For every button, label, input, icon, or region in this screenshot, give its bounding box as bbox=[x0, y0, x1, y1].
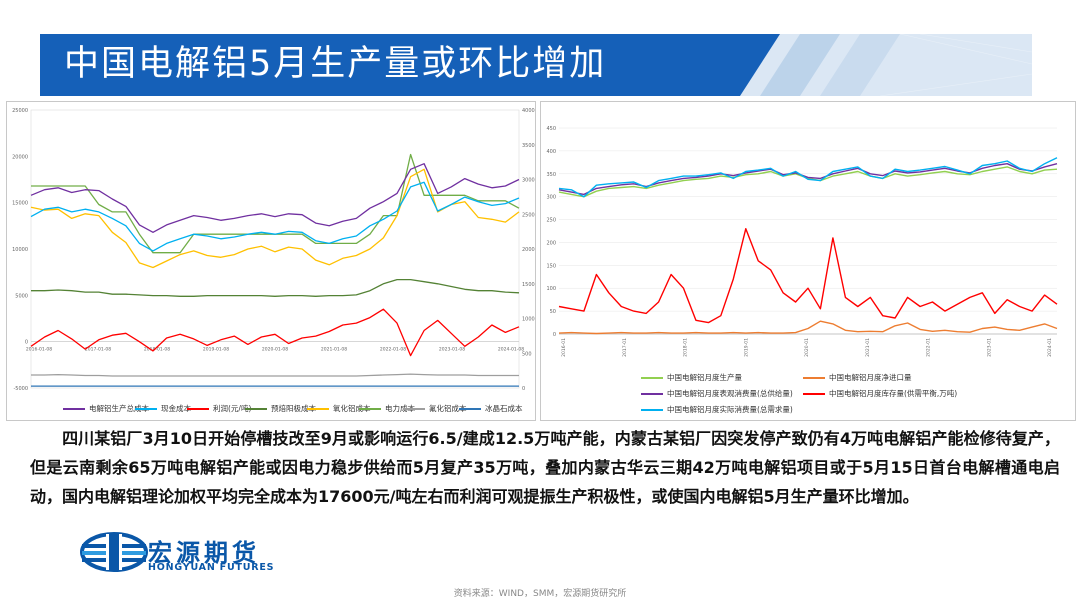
series-line bbox=[558, 157, 1058, 198]
left-axis-tick-label: 5000 bbox=[15, 293, 28, 299]
left-axis-tick-label: 10000 bbox=[12, 247, 28, 253]
y-axis-tick-label: 50 bbox=[550, 309, 556, 315]
cost-profit-chart: -5000 0 5000 10000 15000 20000 25000 0 500 1000 15… bbox=[6, 101, 536, 421]
x-axis-tick-label: 2016-01 bbox=[561, 338, 567, 357]
y-axis-tick-label: 300 bbox=[546, 195, 556, 201]
analysis-paragraph: 四川某铝厂3月10日开始停槽技改至9月或影响运行6.5/建成12.5万吨产能，内… bbox=[30, 429, 1060, 506]
legend-item-profit: 利润(元/吨) bbox=[187, 403, 251, 414]
x-axis-tick-label: 2017-01-08 bbox=[85, 347, 111, 353]
y-axis-tick-label: 350 bbox=[546, 172, 556, 178]
legend-item-alumina-cost: 氧化铝成本 bbox=[307, 403, 371, 414]
right-axis-tick-label: 0 bbox=[522, 386, 525, 392]
right-axis-tick-label: 1500 bbox=[522, 282, 535, 288]
x-axis-tick-label: 2021-01-08 bbox=[321, 347, 347, 353]
right-axis-tick-label: 1000 bbox=[522, 317, 535, 323]
y-axis-tick-label: 100 bbox=[546, 286, 556, 292]
legend-item-cash-cost: 现金成本 bbox=[135, 403, 191, 414]
legend-item-cryolite-cost: 冰晶石成本 bbox=[459, 403, 523, 414]
y-axis-tick-label: 400 bbox=[546, 149, 556, 155]
x-axis-tick-label: 2024-01-08 bbox=[498, 347, 524, 353]
data-source: 资料来源：WIND，SMM，宏源期货研究所 bbox=[453, 589, 627, 599]
y-axis-tick-label: 200 bbox=[546, 240, 556, 246]
right-axis-tick-label: 4000 bbox=[522, 108, 535, 114]
legend-item-inventory: 中国电解铝月度库存量(供需平衡,万吨) bbox=[803, 388, 957, 399]
series-line bbox=[30, 308, 520, 357]
production-consumption-chart: 0 50 100 150 200 250 300 350 400 450 2016-01 2017-0… bbox=[540, 101, 1076, 421]
legend-item-apparent-consumption: 中国电解铝月度表观消费量(总供给量) bbox=[641, 388, 793, 399]
series-line bbox=[558, 166, 1058, 198]
series-line bbox=[30, 181, 520, 252]
cost-profit-plot: -5000 0 5000 10000 15000 20000 25000 0 500 1000 15… bbox=[12, 108, 535, 392]
production-consumption-legend: 中国电解铝月度生产量 中国电解铝月度净进口量 中国电解铝月度表观消费量(总供给量… bbox=[541, 102, 1075, 420]
x-axis-tick-label: 2018-01 bbox=[683, 338, 689, 357]
series-line bbox=[558, 320, 1058, 335]
title-banner bbox=[40, 34, 1032, 96]
production-consumption-plot: 0 50 100 150 200 250 300 350 400 450 2016-01 2017-0… bbox=[546, 126, 1058, 357]
right-axis-tick-label: 3000 bbox=[522, 178, 535, 184]
x-axis-tick-label: 2019-01-08 bbox=[203, 347, 229, 353]
y-axis-tick-label: 250 bbox=[546, 218, 556, 224]
x-axis-tick-label: 2024-01 bbox=[1047, 338, 1053, 357]
x-axis-tick-label: 2022-01-08 bbox=[380, 347, 406, 353]
legend-item-net-import: 中国电解铝月度净进口量 bbox=[803, 372, 912, 383]
right-axis-tick-label: 3500 bbox=[522, 143, 535, 149]
legend-item-production: 中国电解铝月度生产量 bbox=[641, 372, 742, 383]
cost-profit-legend: 电解铝生产总成本 现金成本 利润(元/吨) 预焙阳极成本 氧化铝成本 电力成本 … bbox=[7, 102, 535, 420]
logo-chinese-name: 宏源期货 bbox=[148, 539, 260, 567]
x-axis-tick-label: 2020-01 bbox=[804, 338, 810, 357]
x-axis-tick-label: 2020-01-08 bbox=[262, 347, 288, 353]
x-axis-tick-label: 2019-01 bbox=[743, 338, 749, 357]
series-line bbox=[31, 373, 519, 377]
x-axis-tick-label: 2017-01 bbox=[622, 338, 628, 357]
x-axis-tick-label: 2018-01-08 bbox=[144, 347, 170, 353]
left-axis-tick-label: -5000 bbox=[13, 386, 28, 392]
legend-item-actual-consumption: 中国电解铝月度实际消费量(总需求量) bbox=[641, 404, 793, 415]
y-axis-tick-label: 150 bbox=[546, 263, 556, 269]
right-axis-tick-label: 2000 bbox=[522, 247, 535, 253]
left-axis-tick-label: 25000 bbox=[12, 108, 28, 114]
logo-english-name: HONGYUAN FUTURES bbox=[148, 562, 275, 573]
page-title: 中国电解铝5月生产量或环比增加 bbox=[64, 44, 607, 84]
y-axis-tick-label: 450 bbox=[546, 126, 556, 132]
left-axis-tick-label: 15000 bbox=[12, 201, 28, 207]
legend-item-total-cost: 电解铝生产总成本 bbox=[63, 403, 149, 414]
legend-item-anode-cost: 预焙阳极成本 bbox=[245, 403, 316, 414]
y-axis-tick-label: 0 bbox=[553, 332, 556, 338]
x-axis-tick-label: 2023-01 bbox=[986, 338, 992, 357]
legend-item-power-cost: 电力成本 bbox=[359, 403, 415, 414]
x-axis-tick-label: 2022-01 bbox=[926, 338, 932, 357]
right-axis-tick-label: 500 bbox=[522, 351, 532, 357]
left-axis-tick-label: 20000 bbox=[12, 154, 28, 160]
series-line bbox=[30, 168, 520, 269]
series-line bbox=[558, 227, 1058, 324]
legend-item-aluminium-fluoride-cost: 氟化铝成本 bbox=[403, 403, 467, 414]
series-line bbox=[31, 278, 520, 297]
series-line bbox=[30, 163, 520, 233]
plot-frame bbox=[30, 109, 520, 389]
left-axis-tick-label: 0 bbox=[25, 340, 28, 346]
x-axis-tick-label: 2021-01 bbox=[865, 338, 871, 357]
x-axis-tick-label: 2023-01-08 bbox=[439, 347, 465, 353]
x-axis-tick-label: 2016-01-08 bbox=[26, 347, 52, 353]
hongyuan-logo-icon bbox=[80, 532, 148, 572]
right-axis-tick-label: 2500 bbox=[522, 212, 535, 218]
